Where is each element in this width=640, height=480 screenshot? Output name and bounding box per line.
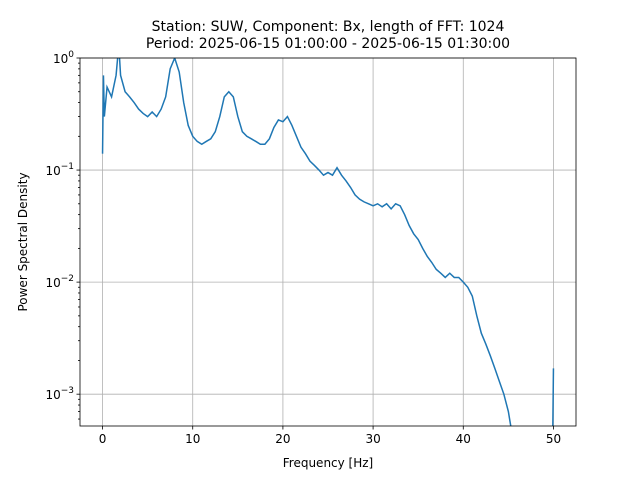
y-tick-label: 10−2 <box>45 274 74 290</box>
chart-subtitle: Period: 2025-06-15 01:00:00 - 2025-06-15… <box>146 36 510 52</box>
y-tick-label: 10−3 <box>45 386 74 402</box>
x-tick-label: 30 <box>365 432 380 446</box>
x-axis-label: Frequency [Hz] <box>283 456 374 470</box>
x-tick-label: 40 <box>456 432 471 446</box>
y-tick-label: 100 <box>53 50 74 66</box>
plot-frame <box>79 57 577 427</box>
x-tick-label: 0 <box>99 432 107 446</box>
x-tick-label: 10 <box>185 432 200 446</box>
x-tick-label: 20 <box>275 432 290 446</box>
chart-title: Station: SUW, Component: Bx, length of F… <box>152 19 505 35</box>
y-axis-label: Power Spectral Density <box>16 172 30 311</box>
data-line <box>101 58 555 426</box>
x-tick-label: 50 <box>546 432 561 446</box>
y-tick-label: 10−1 <box>45 162 74 178</box>
